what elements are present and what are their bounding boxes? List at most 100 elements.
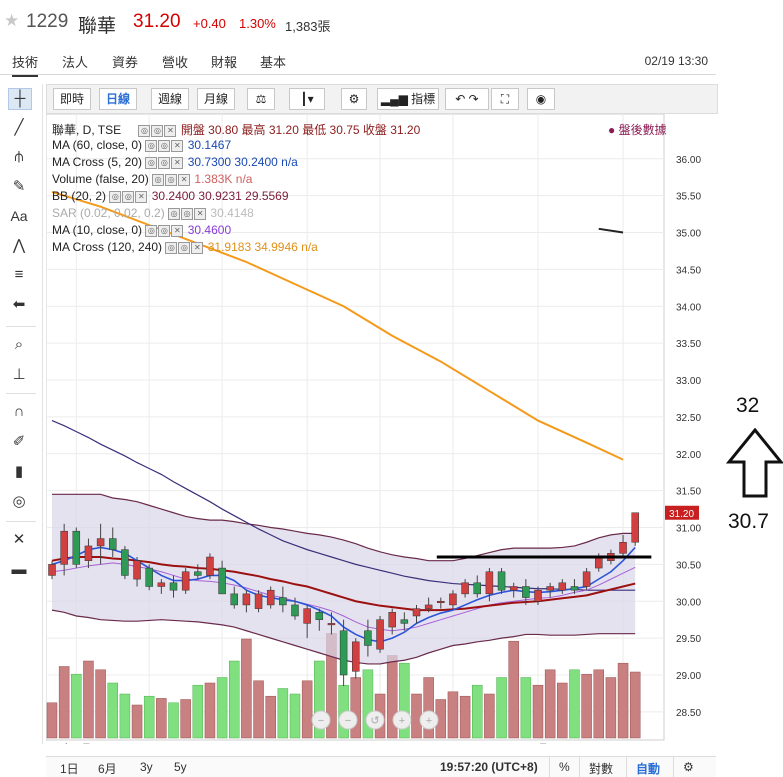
pencil-lock-icon[interactable]: ✐ [12,433,26,450]
camera-icon[interactable]: ◉ [527,88,555,110]
candle-body [619,542,627,554]
last-price-label: 31.20 [669,509,694,520]
volume-bar [362,669,374,739]
y-tick-label: 35.00 [676,229,701,240]
legend-line-controls[interactable]: ◎ ◎ ✕ [165,206,211,220]
percent-toggle[interactable]: % [559,760,570,774]
price-chart[interactable]: 十二月111920191018二月1936.0035.5035.0034.503… [45,113,716,755]
range-1d[interactable]: 1日 [60,762,79,776]
fullscreen-icon[interactable]: ⛶ [491,88,519,110]
volume-bar [253,680,264,739]
brush-icon[interactable]: ✎ [12,178,26,195]
range-6m[interactable]: 6月 [98,762,117,776]
trash-icon[interactable]: ▬ [11,561,27,578]
back-arrow-icon[interactable]: ⬅ [12,296,26,313]
candle-body [121,549,129,576]
candle-style-icon[interactable]: ┃▾ [289,88,325,110]
legend-line-label: MA Cross (5, 20) [52,155,143,169]
legend-line-5: MA (10, close, 0) ◎ ◎ ✕ 30.4600 [52,223,231,237]
y-tick-label: 36.00 [676,155,701,166]
zoom-control-icon[interactable] [338,710,358,730]
text-tool-icon[interactable]: Aa [10,208,28,224]
intraday-button[interactable]: 即時 [53,88,91,110]
range-5y[interactable]: 5y [174,760,187,774]
tab-margin[interactable]: 資券 [112,55,139,70]
tools-icon[interactable]: ✕ [12,531,26,548]
legend-line-values: 30.2400 30.9231 29.5569 [151,189,289,203]
legend-line-values: 30.1467 [187,138,232,152]
stock-price: 31.20 [133,11,181,32]
hide-icon[interactable]: ◎ [12,493,26,510]
pattern-icon[interactable]: ⋀ [12,237,26,254]
compare-scale-icon[interactable]: ⚖ [247,88,275,110]
zoom-control-icon[interactable] [311,710,331,730]
legend-line-controls[interactable]: ◎ ◎ ✕ [106,189,152,203]
legend-main: 聯華, D, TSE ◎ ◎ ✕ 開盤 30.80 最高 31.20 最低 30.7… [52,123,421,137]
volume-bar [350,677,361,739]
zoom-icon[interactable]: ⌕ [14,336,24,353]
scale-settings-gear-icon[interactable]: ⚙ [683,760,694,774]
legend-line-controls[interactable]: ◎ ◎ ✕ [142,138,188,152]
candle-body [546,586,554,591]
fib-icon[interactable]: ≡ [14,266,24,283]
zoom-control-icon[interactable] [419,710,439,730]
legend-line-4: SAR (0.02, 0.02, 0.2) ◎ ◎ ✕ 30.4148 [52,206,254,220]
log-toggle[interactable]: 對數 [589,762,614,776]
legend-line-controls[interactable]: ◎ ◎ ✕ [149,172,195,186]
candle-body [206,556,214,576]
quote-datetime: 02/19 13:30 [644,54,708,68]
zoom-control-icon[interactable] [392,710,412,730]
y-tick-label: 33.50 [676,339,701,350]
auto-toggle[interactable]: 自動 [636,762,661,776]
legend-line-values: 30.4148 [210,206,254,220]
monthly-button[interactable]: 月線 [197,88,235,110]
weekly-button[interactable]: 週線 [151,88,189,110]
legend-symbol: 聯華, D, TSE [52,123,122,137]
tab-institutional[interactable]: 法人 [62,55,89,70]
measure-icon[interactable]: ⊥ [12,366,26,383]
crosshair-icon[interactable]: ┼ [8,88,32,110]
volume-bar [508,640,519,739]
chart-canvas[interactable]: 十二月111920191018二月1936.0035.5035.0034.503… [45,113,716,755]
settings-gear-icon[interactable]: ⚙ [341,88,367,110]
candle-body [303,608,311,624]
tab-technical[interactable]: 技術 [12,52,39,77]
tab-basic[interactable]: 基本 [260,55,287,70]
tab-bar: 技術 法人 資券 營收 財報 基本 02/19 13:30 [0,44,716,77]
bottom-bar: 1日 6月 3y 5y 19:57:20 (UTC+8) % 對數 自動 ⚙ [46,756,716,777]
volume-bar [544,669,556,739]
daily-button[interactable]: 日線 [99,88,137,110]
zoom-control-glyph: + [426,715,432,727]
volume-bar [532,684,544,739]
candle-body [558,582,567,591]
after-hours-toggle[interactable]: ● 盤後數據 [608,123,667,137]
volume-bar [629,671,641,739]
lock-icon[interactable]: ▮ [14,463,24,480]
volume-bar [447,691,459,739]
range-3y[interactable]: 3y [140,760,153,774]
pitchfork-icon[interactable]: ⫛ [14,148,24,165]
legend-line-values: 1.383K n/a [194,172,253,186]
indicators-button[interactable]: ▂▄▆ 指標 [377,88,439,110]
drawing-toolbar: ┼ ╱ ⫛ ✎ Aa ⋀ ≡ ⬅ ⌕ ⊥ ∩ ✐ ▮ ◎ ✕ ▬ [0,84,43,744]
legend-line-0: MA (60, close, 0) ◎ ◎ ✕ 30.1467 [52,138,231,152]
undo-redo-icon[interactable]: ↶ ↷ [445,88,489,110]
volume-bar [617,662,629,739]
magnet-icon[interactable]: ∩ [13,403,25,420]
candle-body [218,567,226,595]
legend-line-controls[interactable]: ◎ ◎ ✕ [142,155,188,169]
clock-time: 19:57:20 (UTC+8) [440,760,538,774]
volume-bar [204,682,216,739]
y-tick-label: 28.50 [676,708,701,719]
legend-line-controls[interactable]: ◎ ◎ ✕ [162,240,208,254]
favorite-star-icon[interactable]: ★ [4,11,20,30]
zoom-control-icon[interactable] [365,710,385,730]
candle-body [84,545,93,561]
candle-body [242,593,251,606]
legend-line-controls[interactable]: ◎ ◎ ✕ [142,223,188,237]
tab-revenue[interactable]: 營收 [162,55,189,70]
zoom-control-glyph: − [318,715,324,727]
tab-financials[interactable]: 財報 [211,55,238,70]
trendline-icon[interactable]: ╱ [14,119,24,136]
volume-bar [301,680,313,739]
